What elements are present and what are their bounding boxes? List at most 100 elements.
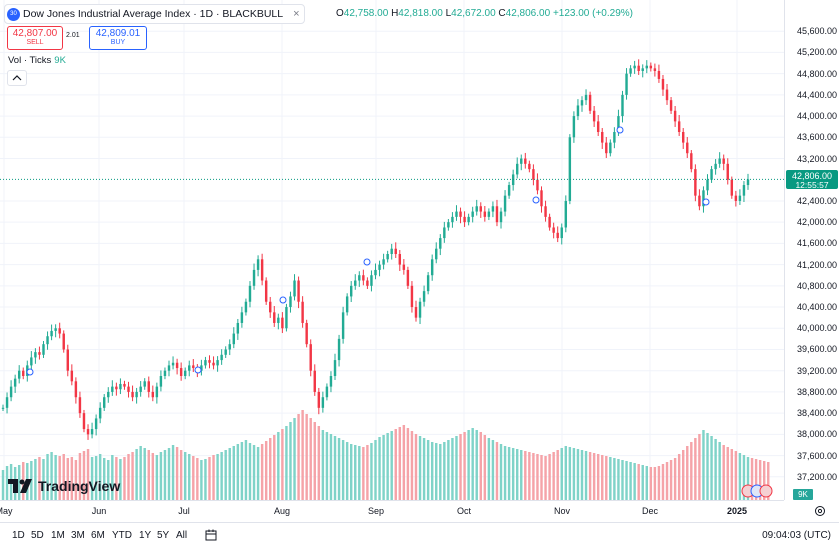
candle-body xyxy=(560,227,563,239)
sell-button[interactable]: 42,807.00 SELL xyxy=(7,26,63,50)
range-button-6m[interactable]: 6M xyxy=(91,530,105,541)
calendar-icon[interactable] xyxy=(205,529,217,541)
volume-legend-label: Vol · Ticks xyxy=(8,55,52,66)
event-marker-icon[interactable] xyxy=(616,126,624,134)
chart-area[interactable] xyxy=(0,0,784,500)
candle xyxy=(564,195,568,233)
tradingview-logo[interactable]: TradingView xyxy=(8,478,120,494)
price-tick-label: 44,000.00 xyxy=(796,111,837,122)
candle xyxy=(467,213,470,226)
candle xyxy=(605,137,608,158)
event-marker-icon[interactable] xyxy=(532,196,540,204)
candle xyxy=(552,222,555,239)
volume-bar xyxy=(406,428,410,500)
range-button-1m[interactable]: 1M xyxy=(51,530,65,541)
candle xyxy=(568,134,572,205)
candle xyxy=(103,394,106,412)
symbol-legend[interactable]: 30 Dow Jones Industrial Average Index · … xyxy=(4,4,305,24)
candle-body xyxy=(649,65,653,69)
candle-body xyxy=(366,280,369,286)
volume-bar xyxy=(362,447,365,500)
candle-body xyxy=(341,312,345,339)
candle xyxy=(248,281,252,308)
candle-body xyxy=(682,131,685,143)
events-flags-icon[interactable] xyxy=(741,484,773,498)
candle xyxy=(86,424,90,440)
candle-body xyxy=(74,381,78,398)
collapse-legend-button[interactable] xyxy=(7,70,27,86)
buy-button[interactable]: 42,809.01 BUY xyxy=(89,26,147,50)
candle-body xyxy=(459,211,462,217)
price-tick-label: 38,800.00 xyxy=(796,386,837,397)
volume-bar xyxy=(297,414,300,500)
candle-body xyxy=(321,397,325,408)
price-axis[interactable]: 45,600.00 45,200.00 44,800.00 44,400.00 44,0… xyxy=(784,0,839,500)
volume-bar xyxy=(649,467,653,500)
range-button-all[interactable]: All xyxy=(176,530,188,541)
range-button-1d[interactable]: 1D xyxy=(12,530,25,541)
candle-body xyxy=(657,70,661,79)
range-button-ytd[interactable]: YTD xyxy=(112,530,132,541)
volume-bar xyxy=(370,443,373,500)
volume-bar xyxy=(98,454,102,500)
candle xyxy=(204,356,207,369)
candle xyxy=(601,128,604,149)
candle xyxy=(107,387,110,403)
close-icon[interactable]: × xyxy=(293,8,300,20)
range-button-5d[interactable]: 5D xyxy=(31,530,44,541)
range-button-1y[interactable]: 1Y xyxy=(139,530,152,541)
candle xyxy=(625,68,628,100)
range-button-5y[interactable]: 5Y xyxy=(157,530,170,541)
price-chart[interactable] xyxy=(0,0,784,500)
candle xyxy=(686,137,689,158)
candle-body xyxy=(580,100,584,106)
high-value: 42,818.00 xyxy=(398,8,443,19)
event-marker-icon[interactable] xyxy=(279,296,287,304)
candle-body xyxy=(455,211,458,217)
candle-body xyxy=(58,328,61,334)
candle-body xyxy=(694,169,697,196)
volume-bar xyxy=(151,453,155,500)
volume-bar xyxy=(463,432,466,500)
candle xyxy=(556,226,559,243)
open-label: O xyxy=(336,8,344,19)
volume-bar xyxy=(637,464,640,500)
candle-body xyxy=(479,206,482,212)
candle-body xyxy=(115,386,118,390)
volume-bar xyxy=(333,436,337,500)
time-axis[interactable]: May Jun Jul Aug Sep Oct Nov Dec 2025 xyxy=(0,500,784,523)
volume-bar xyxy=(443,442,446,500)
volume-bar xyxy=(447,440,450,500)
event-marker-icon[interactable] xyxy=(702,198,710,206)
candle-body xyxy=(451,216,454,223)
candle-body xyxy=(22,370,25,377)
candle-body xyxy=(536,179,539,191)
candle-body xyxy=(345,296,349,313)
candle xyxy=(459,207,462,224)
event-marker-icon[interactable] xyxy=(194,366,202,374)
candle-body xyxy=(394,248,397,254)
volume-bar xyxy=(281,429,284,500)
volume-legend[interactable]: Vol · Ticks 9K xyxy=(8,55,66,66)
candle xyxy=(74,377,78,404)
volume-bar xyxy=(42,459,45,500)
candle-body xyxy=(398,254,402,265)
volume-bar xyxy=(155,455,159,500)
volume-bar xyxy=(402,425,406,500)
candle-body xyxy=(592,110,596,122)
volume-bar xyxy=(374,440,377,500)
range-button-3m[interactable]: 3M xyxy=(71,530,85,541)
candle xyxy=(426,272,430,295)
candle-body xyxy=(200,365,203,371)
event-marker-icon[interactable] xyxy=(363,258,371,266)
candle xyxy=(366,277,369,290)
candle xyxy=(706,174,709,196)
current-price-label: 42,806.00 12:55:57 xyxy=(786,170,838,190)
candle-body xyxy=(617,116,620,132)
symbol-title[interactable]: Dow Jones Industrial Average Index · 1D … xyxy=(23,8,284,20)
utc-clock[interactable]: 09:04:03 (UTC) xyxy=(762,530,831,541)
event-marker-icon[interactable] xyxy=(26,368,34,376)
settings-icon[interactable] xyxy=(814,505,826,517)
candle-body xyxy=(277,317,280,323)
candle xyxy=(305,319,308,348)
